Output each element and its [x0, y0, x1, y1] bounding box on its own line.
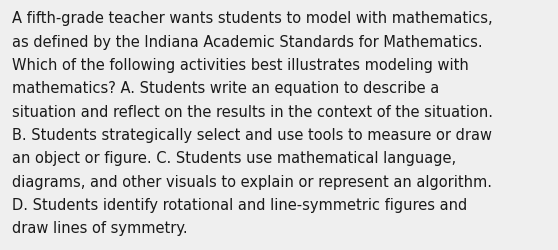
Text: B. Students strategically select and use tools to measure or draw: B. Students strategically select and use…: [12, 128, 492, 142]
Text: an object or figure. C. Students use mathematical language,: an object or figure. C. Students use mat…: [12, 151, 456, 166]
Text: diagrams, and other visuals to explain or represent an algorithm.: diagrams, and other visuals to explain o…: [12, 174, 492, 189]
Text: draw lines of symmetry.: draw lines of symmetry.: [12, 220, 188, 236]
Text: A fifth-grade teacher wants students to model with mathematics,: A fifth-grade teacher wants students to …: [12, 11, 493, 26]
Text: situation and reflect on the results in the context of the situation.: situation and reflect on the results in …: [12, 104, 493, 119]
Text: mathematics? A. Students write an equation to describe a: mathematics? A. Students write an equati…: [12, 81, 440, 96]
Text: as defined by the Indiana Academic Standards for Mathematics.: as defined by the Indiana Academic Stand…: [12, 34, 483, 50]
Text: Which of the following activities best illustrates modeling with: Which of the following activities best i…: [12, 58, 469, 73]
Text: D. Students identify rotational and line-symmetric figures and: D. Students identify rotational and line…: [12, 197, 468, 212]
